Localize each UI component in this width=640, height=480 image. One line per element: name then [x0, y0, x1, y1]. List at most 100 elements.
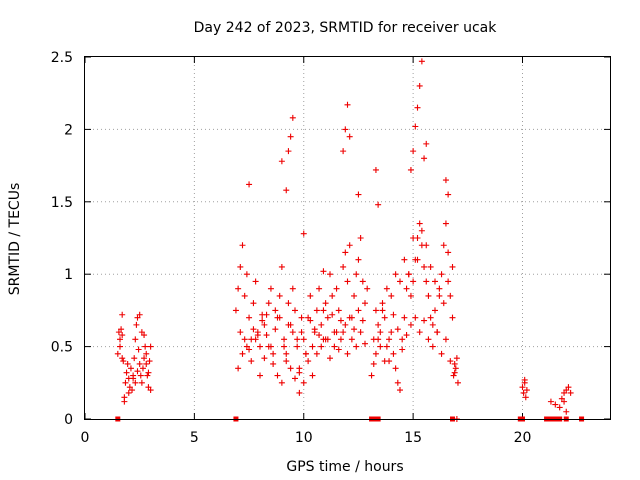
data-point [119, 311, 126, 318]
data-point [383, 285, 390, 292]
data-point [386, 336, 393, 343]
x-tick-label: 10 [295, 430, 313, 446]
data-point [281, 343, 288, 350]
data-point [134, 368, 141, 375]
data-point [132, 336, 139, 343]
grid-lines [85, 57, 610, 419]
data-point [410, 278, 417, 285]
data-point [397, 387, 403, 394]
data-point [370, 360, 377, 367]
data-point [270, 360, 277, 367]
data-point [353, 343, 360, 350]
x-tick-label: 5 [190, 430, 199, 446]
data-point [394, 326, 401, 333]
data-point [405, 271, 412, 278]
data-point [333, 285, 340, 292]
data-point [270, 350, 277, 357]
data-point [300, 379, 307, 386]
data-point [119, 355, 126, 362]
data-point [274, 372, 281, 379]
data-point [451, 360, 458, 367]
data-point [261, 321, 268, 328]
data-point [283, 358, 290, 365]
data-point [344, 101, 351, 108]
data-point [261, 355, 268, 362]
data-point [300, 336, 307, 343]
data-point [547, 398, 554, 405]
data-point [300, 230, 307, 237]
data-point [434, 329, 441, 336]
data-point [397, 278, 403, 285]
data-point [344, 350, 351, 357]
data-point [427, 314, 434, 321]
data-point [327, 271, 333, 278]
data-point [320, 307, 327, 314]
data-point [416, 329, 423, 336]
data-point [289, 329, 296, 336]
axis-ticks: 0 5 10 15 20 0 0.5 1 1.5 2 2.5 [51, 50, 610, 446]
data-point [281, 336, 288, 343]
data-point [346, 314, 353, 321]
data-point [130, 375, 137, 382]
data-point [329, 311, 336, 318]
data-point [351, 292, 358, 299]
data-point [313, 350, 320, 357]
data-point [138, 379, 145, 386]
data-point [421, 263, 428, 270]
y-tick-label: 2.5 [51, 50, 73, 66]
data-point [522, 394, 529, 401]
data-point [351, 326, 358, 333]
data-point [565, 384, 572, 391]
data-point [123, 369, 130, 376]
data-point [454, 379, 461, 386]
data-point [235, 365, 242, 372]
data-point [348, 336, 355, 343]
data-point [399, 336, 406, 343]
data-point [357, 329, 364, 336]
data-point [246, 346, 253, 353]
data-point [390, 311, 397, 318]
data-point [294, 343, 301, 350]
data-point [114, 350, 121, 357]
data-point [440, 300, 447, 307]
data-point [552, 401, 559, 408]
data-point [263, 332, 270, 339]
data-point [436, 285, 443, 292]
data-point [278, 379, 285, 386]
data-point [252, 278, 259, 285]
data-point [147, 343, 154, 350]
data-point [390, 350, 397, 357]
data-point [450, 372, 457, 379]
data-point [143, 350, 150, 357]
x-tick-label: 0 [81, 430, 90, 446]
data-point [124, 360, 131, 367]
data-point [357, 235, 364, 241]
data-point [118, 326, 125, 333]
data-point [416, 220, 423, 227]
data-point [278, 263, 285, 270]
data-point [250, 300, 257, 307]
data-point [283, 187, 290, 194]
data-point [401, 314, 408, 321]
data-point [421, 317, 428, 324]
data-point [241, 292, 248, 299]
data-point [257, 343, 263, 350]
data-point [287, 133, 294, 140]
data-point [239, 242, 246, 249]
data-point [318, 321, 325, 328]
data-point [375, 201, 382, 208]
y-tick-label: 0.5 [51, 340, 73, 356]
data-point [379, 300, 386, 307]
data-point [278, 158, 285, 165]
data-point [403, 285, 410, 292]
data-point [239, 350, 246, 357]
data-point [442, 220, 449, 227]
data-point [340, 263, 347, 270]
data-point [144, 372, 151, 379]
data-point [133, 321, 140, 328]
data-point [438, 350, 445, 357]
x-tick-label: 20 [514, 430, 532, 446]
data-point [425, 336, 432, 343]
data-point [141, 332, 148, 339]
data-point [346, 133, 353, 140]
